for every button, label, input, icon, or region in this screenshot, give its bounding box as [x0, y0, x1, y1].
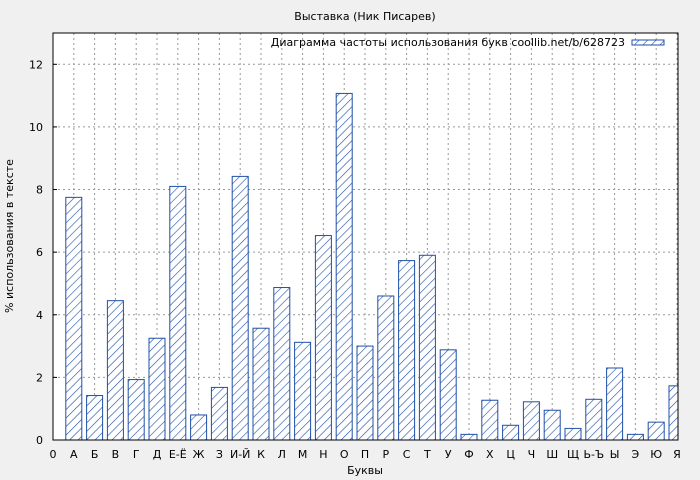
bar: [647, 421, 665, 441]
x-tick-label: С: [403, 448, 411, 461]
bar: [314, 235, 332, 441]
x-tick-label: Е-Ё: [169, 448, 187, 461]
x-tick-label: Я: [673, 448, 681, 461]
y-tick-label: 4: [36, 309, 43, 322]
bar: [231, 175, 249, 441]
x-tick-label: Р: [382, 448, 389, 461]
x-tick-label: У: [445, 448, 452, 461]
bar: [543, 409, 561, 441]
bar: [169, 185, 187, 441]
y-tick-label: 0: [36, 434, 43, 447]
bar: [190, 414, 208, 441]
x-tick-label: Э: [632, 448, 640, 461]
x-tick-label: Ю: [650, 448, 662, 461]
bar: [481, 399, 499, 441]
legend-swatch: [631, 39, 665, 46]
bar: [294, 341, 312, 441]
bar: [335, 92, 353, 441]
bar: [106, 300, 124, 441]
x-tick-label: Б: [91, 448, 99, 461]
x-tick-label: О: [340, 448, 349, 461]
x-tick-label: Ч: [528, 448, 536, 461]
legend: Диаграмма частоты использования букв coo…: [271, 36, 665, 49]
bar: [398, 260, 416, 441]
bar: [148, 337, 166, 441]
x-tick-label: Ш: [546, 448, 558, 461]
bar: [127, 379, 145, 441]
x-tick-label: Г: [133, 448, 140, 461]
chart-title: Выставка (Ник Писарев): [294, 10, 435, 23]
x-tick-label: Л: [278, 448, 286, 461]
x-tick-label: Ц: [506, 448, 515, 461]
bar: [564, 427, 582, 441]
x-tick-label: А: [70, 448, 78, 461]
bar: [585, 398, 603, 441]
bar: [668, 385, 679, 441]
x-tick-label: В: [112, 448, 120, 461]
x-tick-label: Ф: [464, 448, 473, 461]
x-tick-label: Д: [153, 448, 162, 461]
y-tick-label: 6: [36, 246, 43, 259]
bar: [522, 401, 540, 441]
bar: [439, 349, 457, 441]
bar: [460, 433, 478, 441]
y-axis-label: % использования в тексте: [3, 159, 16, 313]
x-tick-label: Щ: [567, 448, 579, 461]
bar: [273, 287, 291, 441]
bar: [606, 367, 624, 441]
legend-label: Диаграмма частоты использования букв coo…: [271, 36, 625, 49]
bars: [65, 92, 679, 441]
bar: [210, 386, 228, 441]
x-tick-label: И-Й: [230, 448, 250, 461]
x-tick-label: Н: [319, 448, 327, 461]
x-axis-label: Буквы: [347, 464, 383, 477]
bar: [502, 424, 520, 441]
y-tick-label: 2: [36, 371, 43, 384]
bar: [65, 196, 83, 441]
bar: [252, 327, 270, 441]
x-tick-label: Ж: [193, 448, 205, 461]
x-tick-label: Х: [486, 448, 494, 461]
x-tick-label: Т: [423, 448, 431, 461]
bar: [356, 345, 374, 441]
x-tick-label: З: [216, 448, 223, 461]
x-tick-label: П: [361, 448, 369, 461]
y-tick-label: 8: [36, 184, 43, 197]
y-tick-label: 12: [29, 58, 43, 71]
bar: [418, 254, 436, 441]
plot-border: [52, 32, 679, 441]
bar: [86, 395, 104, 441]
bar: [377, 295, 395, 441]
x-tick-label: Ь-Ъ: [583, 448, 604, 461]
y-tick-label: 10: [29, 121, 43, 134]
x-tick-label: К: [257, 448, 265, 461]
x-tick-label: Ы: [610, 448, 620, 461]
x-tick-label: М: [298, 448, 308, 461]
x-tick-label: 0: [50, 448, 57, 461]
bar: [626, 433, 644, 441]
